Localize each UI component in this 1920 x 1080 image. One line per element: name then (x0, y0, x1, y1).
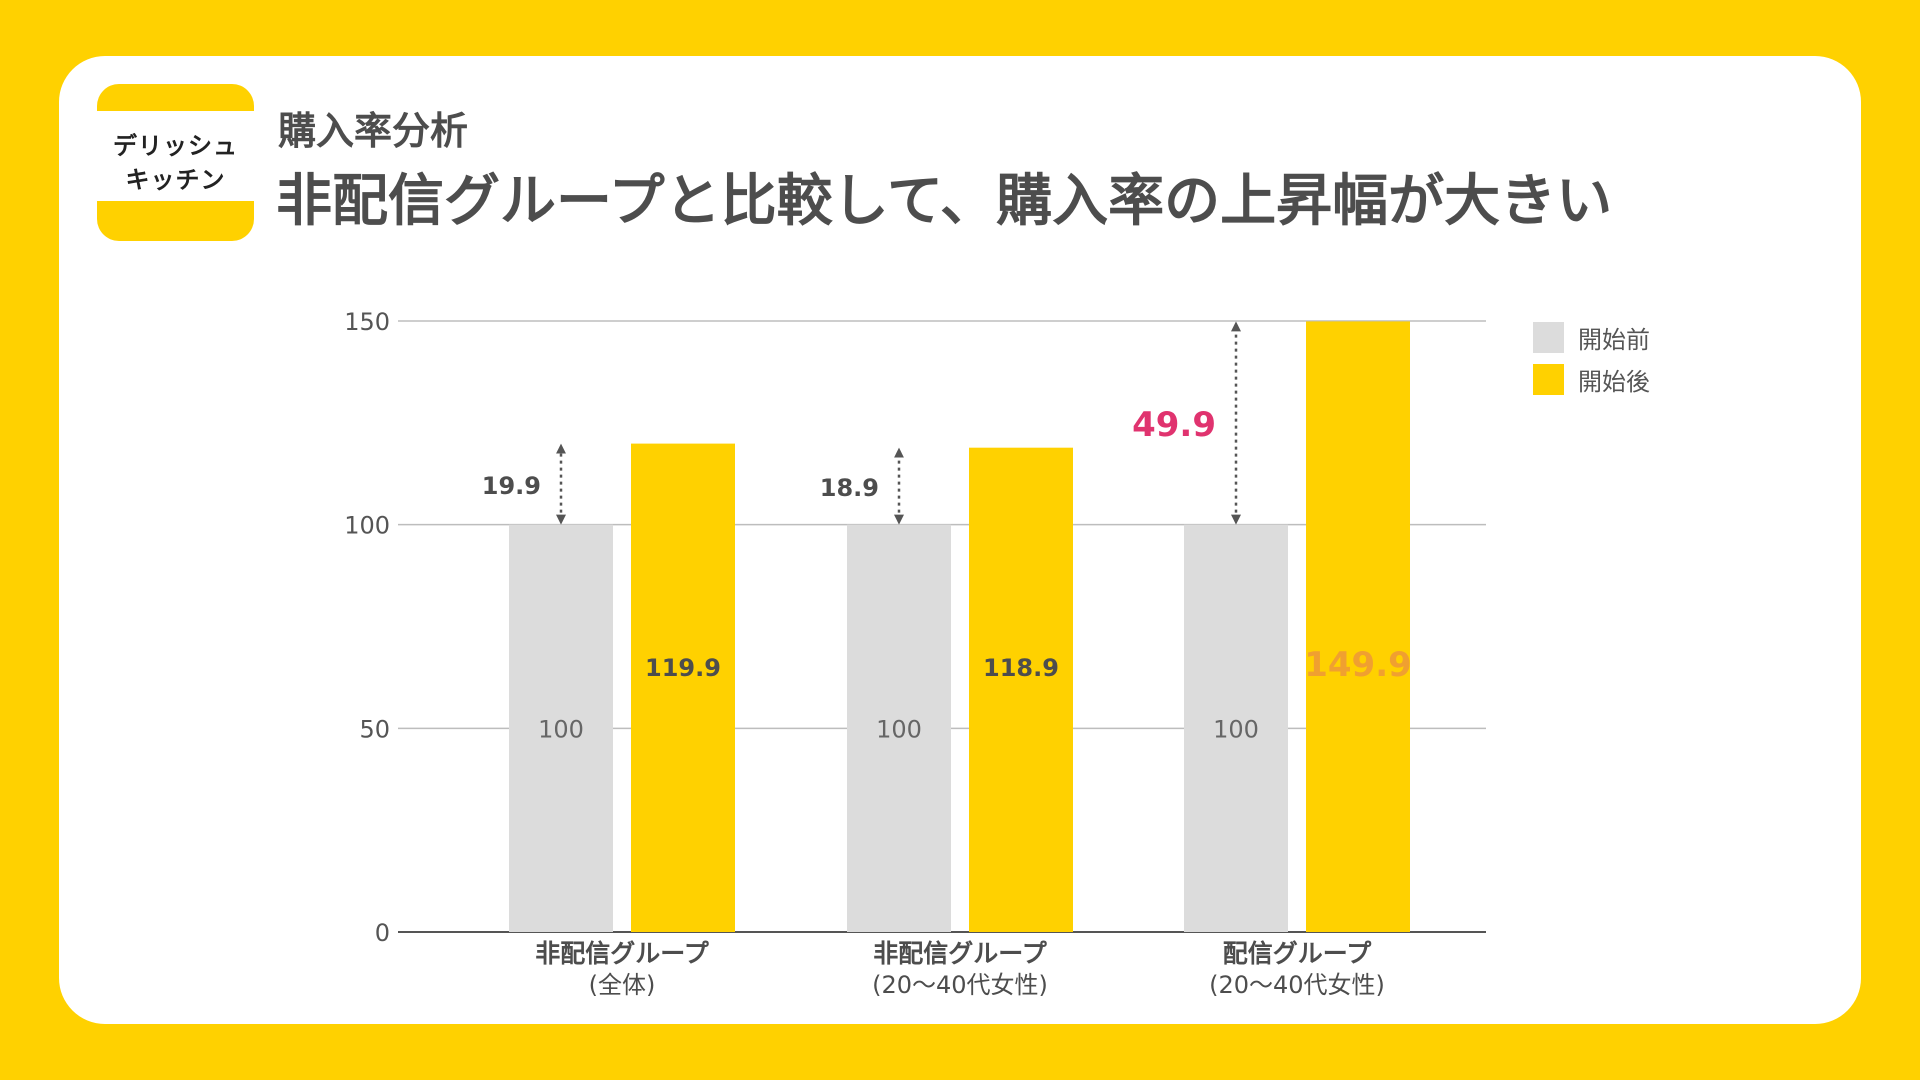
x-category-label-line1: 非配信グループ (873, 939, 1048, 968)
logo-text-line1: デリッシュ (113, 132, 238, 160)
content-card (59, 56, 1861, 1024)
brand-logo: デリッシュ キッチン (97, 84, 254, 241)
page-title: 非配信グループと比較して、購入率の上昇幅が大きい (276, 169, 1613, 234)
difference-label: 19.9 (482, 472, 541, 500)
bar-before (1184, 524, 1288, 932)
x-category-label-line1: 配信グループ (1223, 939, 1373, 968)
bar-after-value-label: 119.9 (645, 654, 721, 682)
x-category-label-line2: (20〜40代女性) (1209, 971, 1385, 999)
bar-before-value-label: 100 (1213, 715, 1259, 743)
x-category-label-line1: 非配信グループ (535, 939, 710, 968)
y-tick-label: 100 (344, 512, 390, 540)
bar-after (1306, 321, 1410, 932)
legend-label-before: 開始前 (1578, 325, 1650, 354)
bar-after (969, 447, 1073, 932)
bar-before-value-label: 100 (876, 715, 922, 743)
difference-label: 18.9 (820, 474, 879, 502)
bar-after-value-label: 118.9 (983, 654, 1059, 682)
legend-label-after: 開始後 (1578, 367, 1650, 396)
bar-after-value-label: 149.9 (1304, 645, 1412, 685)
legend-item-after: 開始後 (1533, 363, 1650, 396)
y-tick-label: 0 (375, 919, 390, 947)
y-tick-label: 150 (344, 308, 390, 336)
logo-band (97, 111, 254, 201)
legend-item-before: 開始前 (1533, 321, 1650, 354)
x-category-label-line2: (20〜40代女性) (872, 971, 1048, 999)
difference-label: 49.9 (1132, 405, 1216, 445)
legend-swatch-before (1533, 321, 1564, 353)
y-tick-label: 50 (359, 715, 390, 743)
legend-swatch-after (1533, 363, 1564, 395)
bar-after (631, 443, 735, 932)
x-category-label-line2: (全体) (589, 971, 656, 999)
bar-before (509, 524, 613, 932)
bar-before-value-label: 100 (538, 715, 584, 743)
bar-before (847, 524, 951, 932)
logo-text-line2: キッチン (125, 166, 226, 194)
page-subtitle: 購入率分析 (278, 109, 469, 153)
